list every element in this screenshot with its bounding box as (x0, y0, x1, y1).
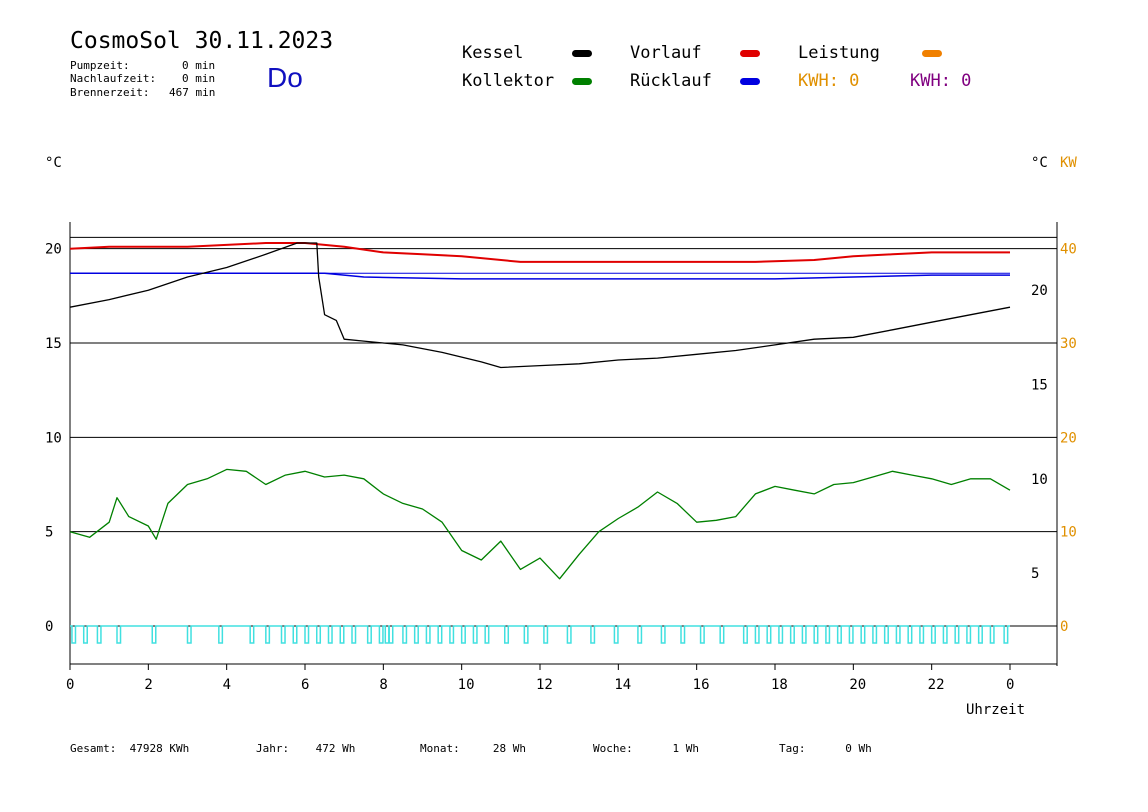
pumpzeit-value: 0 min (182, 59, 216, 72)
legend-vorlauf-label: Vorlauf (630, 43, 702, 63)
brennerzeit-label: Brennerzeit: (70, 86, 150, 99)
right-c-tick-label-15: 15 (1031, 378, 1048, 394)
nachlaufzeit-label: Nachlaufzeit: (70, 72, 157, 85)
summary-woche: Woche: 1 Wh (593, 742, 699, 755)
legend-ruecklauf-swatch (740, 78, 760, 85)
right-kw-tick-label-20: 20 (1060, 430, 1077, 446)
x-tick-label-11: 22 (928, 677, 945, 693)
right-kw-tick-label-30: 30 (1060, 336, 1077, 352)
series-kollektor-line (69, 468, 1011, 580)
summary-tag: Tag: 0 Wh (779, 742, 872, 755)
x-tick-label-2: 4 (223, 677, 231, 693)
legend-vorlauf-swatch (740, 50, 760, 57)
x-tick-label-12: 0 (1006, 677, 1014, 693)
x-tick-label-6: 12 (536, 677, 553, 693)
left-tick-label-5: 5 (45, 525, 53, 541)
chart-title: CosmoSol 30.11.2023 (70, 28, 334, 54)
pumpzeit-label: Pumpzeit: (70, 59, 130, 72)
right-unit-label: °C (1031, 155, 1048, 171)
x-tick-label-10: 20 (849, 677, 866, 693)
series-kessel-line (69, 242, 1011, 369)
x-tick-label-8: 16 (693, 677, 710, 693)
series-vorlauf-line (69, 242, 1010, 263)
left-tick-label-0: 0 (45, 619, 53, 635)
right-kw-tick-label-0: 0 (1060, 619, 1068, 635)
x-tick-label-9: 18 (771, 677, 788, 693)
kw-unit-label: KW (1060, 155, 1077, 171)
legend-leistung-swatch (922, 50, 942, 57)
legend-leistung-label: Leistung (798, 43, 880, 63)
brennerzeit-value: 467 min (169, 86, 216, 99)
x-tick-label-1: 2 (144, 677, 152, 693)
weekday-label: Do (267, 62, 303, 93)
x-tick-label-5: 10 (458, 677, 475, 693)
summary-jahr: Jahr: 472 Wh (256, 742, 356, 755)
left-unit-label: °C (45, 155, 62, 171)
x-axis-label: Uhrzeit (966, 702, 1025, 718)
right-kw-tick-label-10: 10 (1060, 525, 1077, 541)
legend-kessel-label: Kessel (462, 43, 524, 63)
right-c-tick-label-10: 10 (1031, 472, 1048, 488)
legend-kollektor-swatch (572, 78, 592, 85)
legend-kessel-swatch (572, 50, 592, 57)
legend-ruecklauf-label: Rücklauf (630, 71, 712, 91)
x-tick-label-7: 14 (614, 677, 631, 693)
left-tick-label-15: 15 (45, 336, 62, 352)
right-c-tick-label-20: 20 (1031, 283, 1048, 299)
nachlaufzeit-value: 0 min (182, 72, 216, 85)
summary-monat: Monat: 28 Wh (420, 742, 526, 755)
x-tick-label-3: 6 (301, 677, 309, 693)
x-tick-label-0: 0 (66, 677, 74, 693)
series-ruecklauf-line (70, 272, 1010, 280)
summary-gesamt: Gesamt: 47928 KWh (70, 742, 190, 755)
legend-kollektor-label: Kollektor (462, 71, 555, 91)
series-leistung-line (70, 625, 1010, 644)
legend-kwh-orange: KWH: 0 (798, 71, 860, 91)
right-kw-tick-label-40: 40 (1060, 242, 1077, 258)
x-tick-label-4: 8 (379, 677, 387, 693)
left-tick-label-10: 10 (45, 430, 62, 446)
legend-kwh-purple: KWH: 0 (910, 71, 972, 91)
left-tick-label-20: 20 (45, 242, 62, 258)
right-c-tick-label-5: 5 (1031, 566, 1039, 582)
